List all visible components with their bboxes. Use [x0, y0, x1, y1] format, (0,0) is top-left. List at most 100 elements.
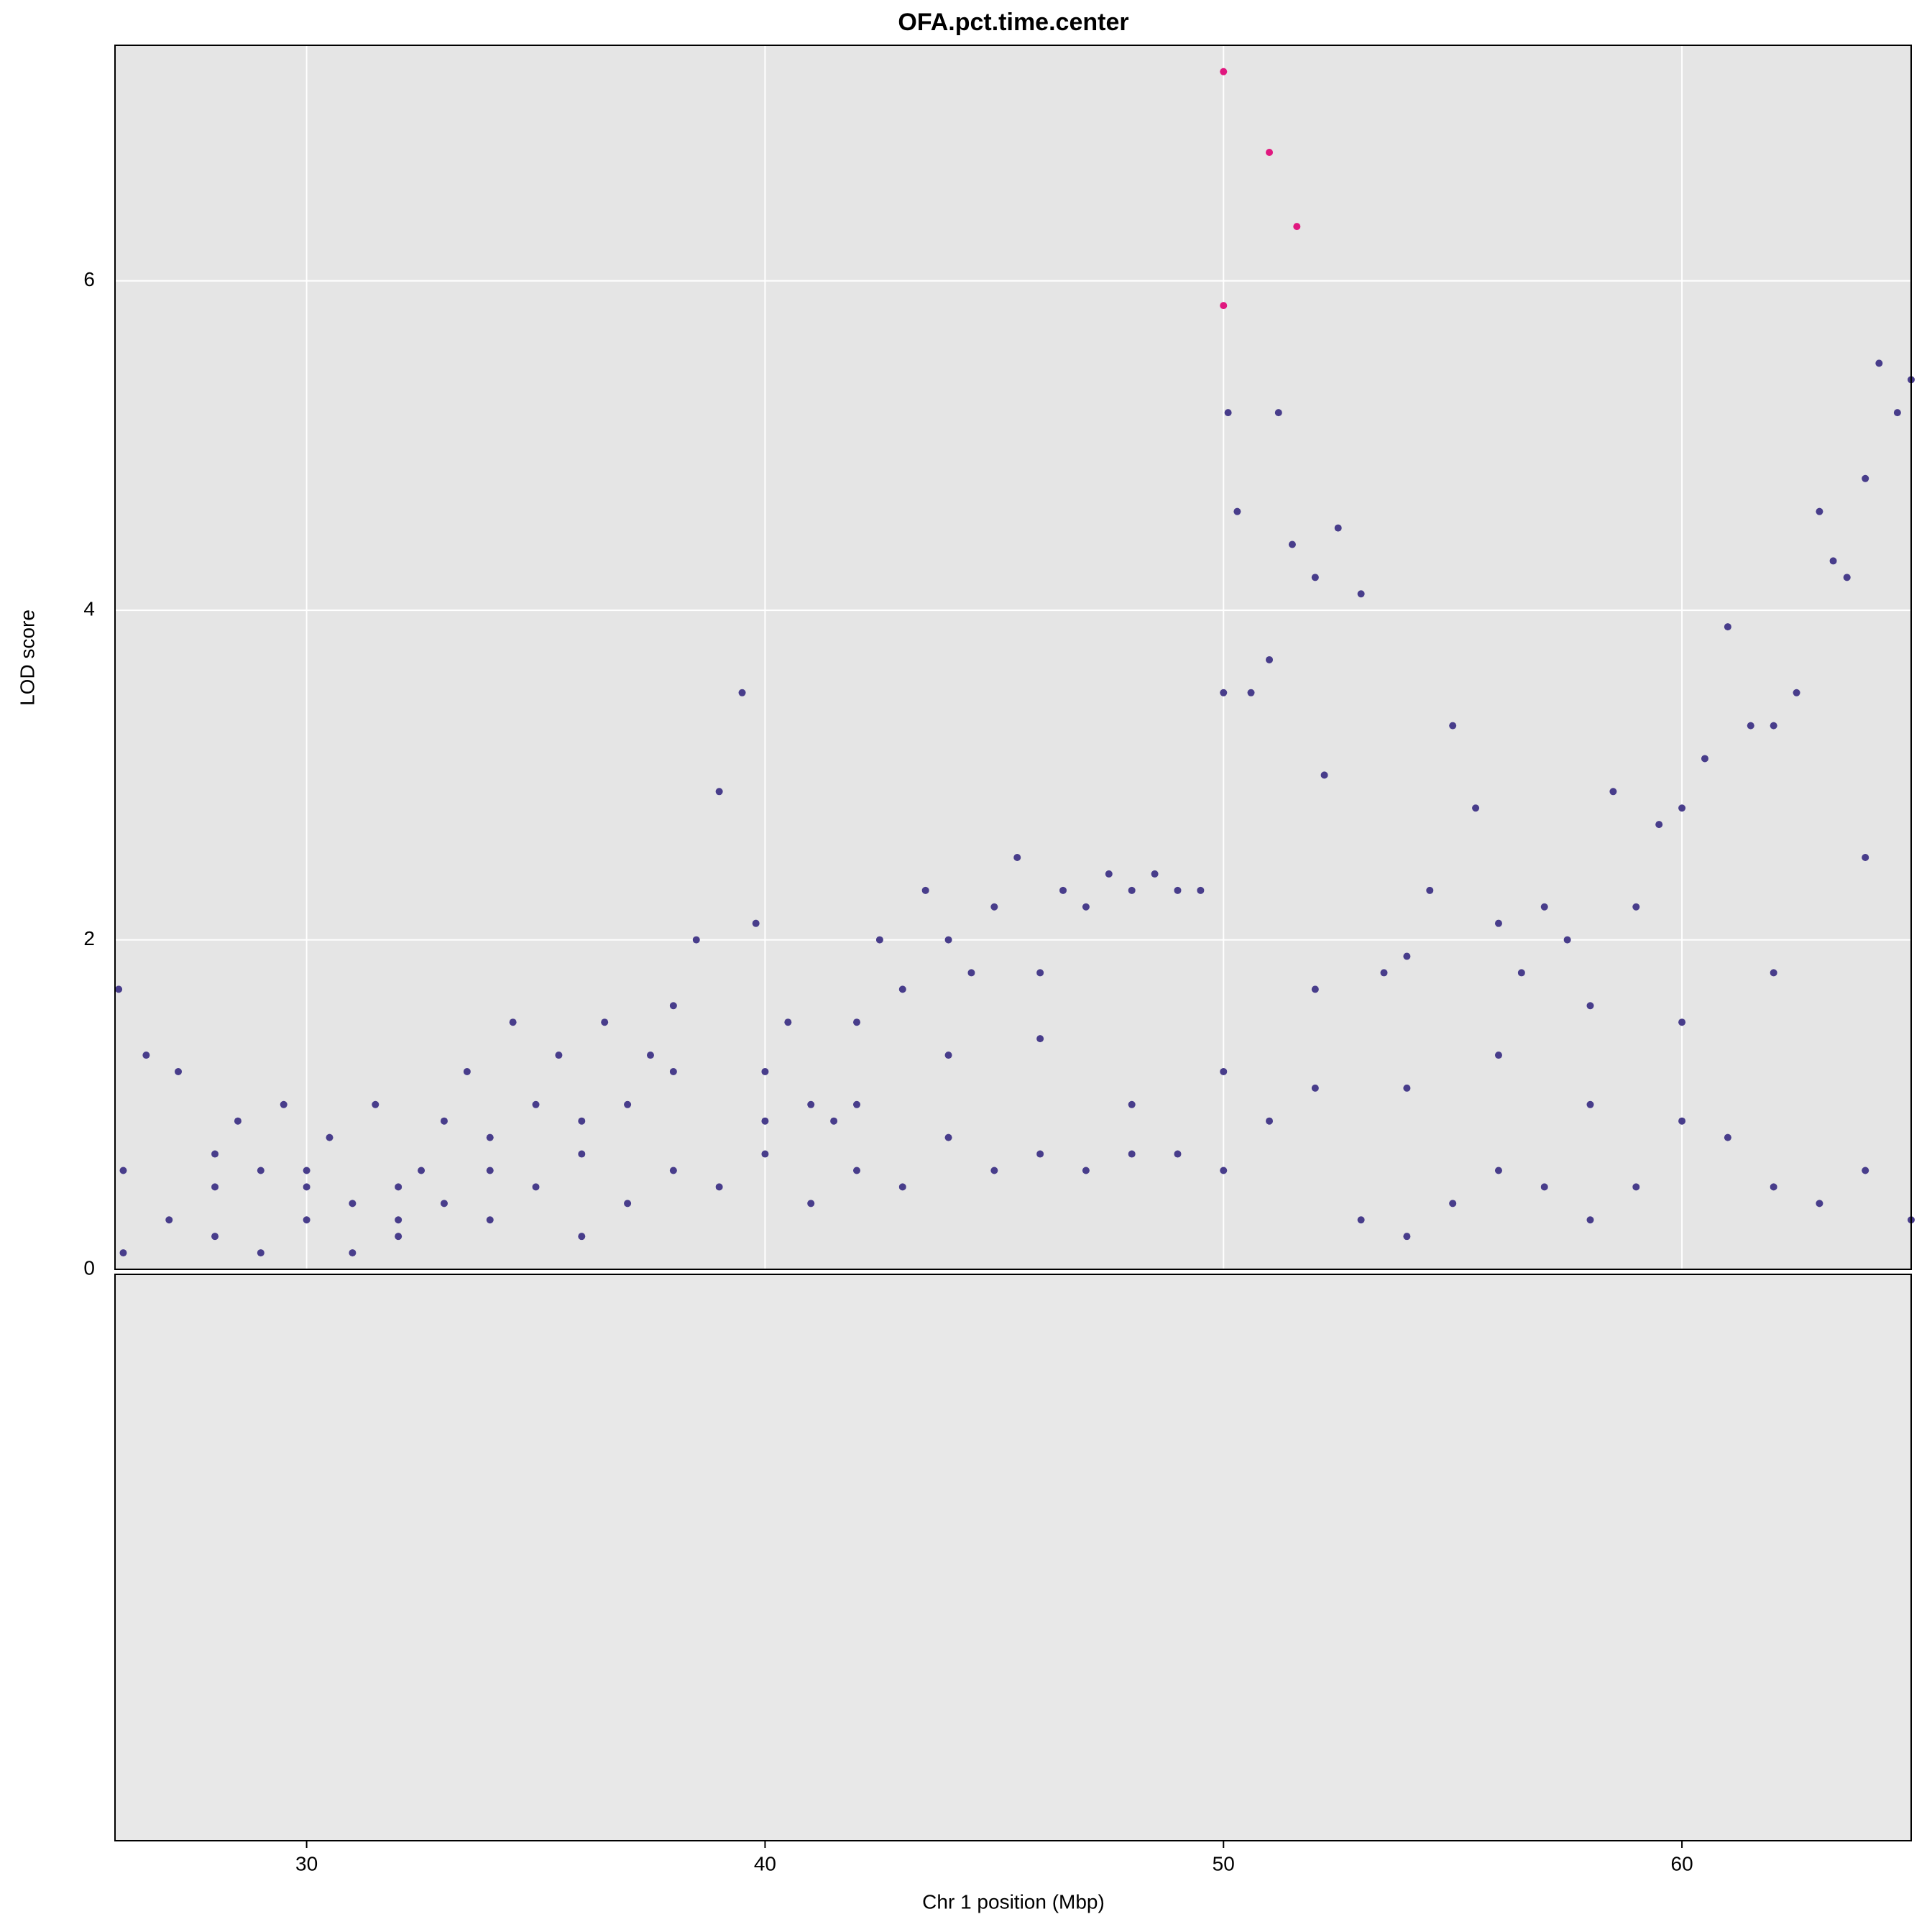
- point: [349, 1249, 356, 1257]
- point: [1128, 886, 1136, 894]
- point: [1893, 409, 1901, 417]
- point: [1862, 853, 1869, 861]
- point: [1770, 969, 1777, 977]
- point: [395, 1216, 402, 1224]
- point: [578, 1150, 586, 1158]
- point: [326, 1133, 334, 1141]
- point: [349, 1200, 356, 1208]
- point: [669, 1167, 677, 1174]
- point: [1036, 1035, 1044, 1043]
- point: [1266, 1117, 1274, 1125]
- point: [830, 1117, 838, 1125]
- point: [1426, 886, 1434, 894]
- point: [1274, 409, 1282, 417]
- point: [119, 1249, 127, 1257]
- point: [853, 1018, 861, 1026]
- point: [257, 1249, 264, 1257]
- point: [1747, 722, 1754, 730]
- point: [1540, 903, 1548, 911]
- point: [1233, 507, 1241, 515]
- point: [967, 969, 975, 977]
- point: [578, 1233, 586, 1241]
- point: [509, 1018, 517, 1026]
- point: [990, 1167, 998, 1174]
- point: [1013, 853, 1021, 861]
- point: [1128, 1150, 1136, 1158]
- point: [1449, 722, 1457, 730]
- point: [1220, 689, 1228, 696]
- point: [807, 1100, 815, 1108]
- point: [1403, 1084, 1411, 1092]
- point: [1311, 985, 1319, 993]
- point: [1563, 936, 1571, 944]
- point: [761, 1067, 769, 1075]
- point: [898, 985, 906, 993]
- point: [1036, 969, 1044, 977]
- point: [1875, 359, 1883, 367]
- point: [1586, 1216, 1594, 1224]
- point: [1220, 1167, 1228, 1174]
- point: [1829, 557, 1837, 565]
- point: [1472, 804, 1480, 812]
- point: [1082, 1167, 1090, 1174]
- point: [175, 1067, 183, 1075]
- point: [280, 1100, 288, 1108]
- point: [761, 1150, 769, 1158]
- point: [532, 1183, 540, 1191]
- point: [1266, 148, 1274, 156]
- x-tick-label: 40: [754, 1852, 776, 1874]
- point: [211, 1150, 219, 1158]
- point: [1311, 1084, 1319, 1092]
- point: [784, 1018, 792, 1026]
- point: [1266, 656, 1274, 663]
- point: [1403, 1233, 1411, 1241]
- plot-panel: [115, 45, 1911, 1269]
- point: [303, 1216, 310, 1224]
- point: [1678, 1018, 1686, 1026]
- point: [440, 1117, 448, 1125]
- point: [1632, 903, 1640, 911]
- point: [1293, 223, 1301, 231]
- x-axis-title: Chr 1 position (Mbp): [922, 1890, 1105, 1913]
- point: [486, 1167, 494, 1174]
- plot-border: [114, 45, 1912, 1270]
- point: [1793, 689, 1800, 696]
- point: [165, 1216, 173, 1224]
- point: [532, 1100, 540, 1108]
- point: [555, 1052, 563, 1059]
- point: [853, 1100, 861, 1108]
- point: [1449, 1200, 1457, 1208]
- point: [1609, 788, 1617, 796]
- point: [624, 1100, 632, 1108]
- point: [1220, 68, 1228, 75]
- point: [211, 1183, 219, 1191]
- point: [921, 886, 929, 894]
- point: [1678, 1117, 1686, 1125]
- point: [257, 1167, 264, 1174]
- point: [1151, 870, 1159, 878]
- point: [418, 1167, 426, 1174]
- point: [1540, 1183, 1548, 1191]
- y-tick-label: 4: [83, 598, 95, 620]
- point: [1311, 574, 1319, 581]
- point: [463, 1067, 471, 1075]
- y-tick-label: 2: [83, 927, 95, 949]
- point: [1288, 540, 1296, 548]
- point: [1701, 755, 1708, 763]
- point: [1224, 409, 1232, 417]
- point: [624, 1200, 632, 1208]
- point: [669, 1067, 677, 1075]
- point: [119, 1167, 127, 1174]
- point: [1494, 919, 1502, 927]
- point: [669, 1002, 677, 1010]
- point: [1843, 574, 1851, 581]
- point: [601, 1018, 609, 1026]
- point: [1586, 1100, 1594, 1108]
- point: [115, 985, 123, 993]
- point: [715, 788, 723, 796]
- point: [1197, 886, 1205, 894]
- point: [486, 1216, 494, 1224]
- point: [303, 1183, 310, 1191]
- point: [1174, 1150, 1182, 1158]
- point: [715, 1183, 723, 1191]
